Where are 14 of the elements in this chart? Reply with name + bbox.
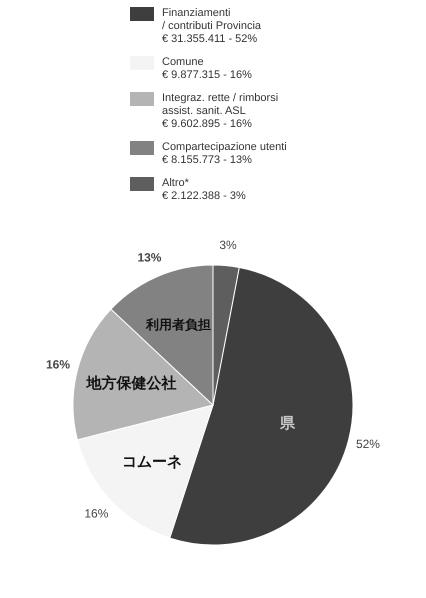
data-label: 16% bbox=[46, 357, 70, 372]
legend-label: Finanziamenti / contributi Provincia € 31.355.411 - 52% bbox=[162, 7, 262, 45]
text: 地方保健公社 bbox=[86, 374, 177, 392]
data-label: 52% bbox=[356, 436, 380, 451]
text: 利用者負担 bbox=[145, 316, 212, 333]
legend-label: Compartecipazione utenti € 8.155.773 - 13% bbox=[162, 141, 287, 166]
legend-label: Integraz. rette / rimborsi assist. sanit. ASL € 9.602.895 - 16% bbox=[162, 92, 278, 130]
text: 県 bbox=[279, 414, 296, 432]
data-label: 16% bbox=[84, 506, 109, 521]
legend-label: Comune € 9.877.315 - 16% bbox=[162, 56, 252, 81]
data-label: 3% bbox=[219, 238, 238, 252]
data-label: 13% bbox=[137, 250, 162, 264]
text: コムーネ bbox=[122, 452, 182, 471]
legend-label: Altro* € 2.122.388 - 3% bbox=[162, 177, 246, 202]
